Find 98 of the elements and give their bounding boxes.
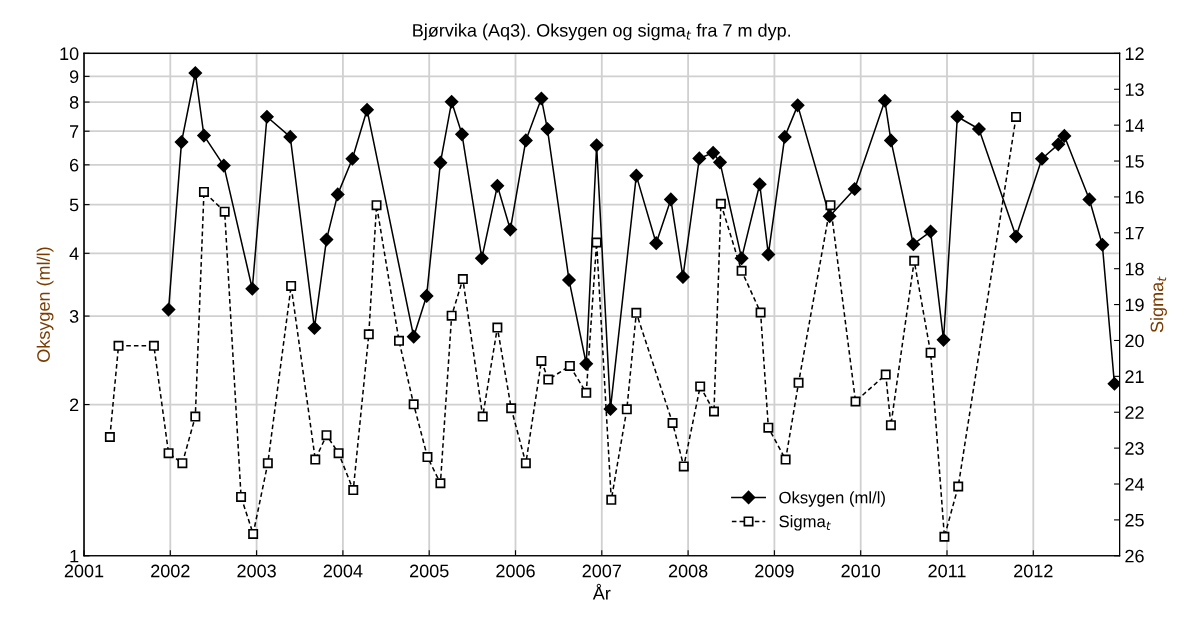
point (330, 187, 345, 202)
point (1095, 238, 1110, 252)
point (1082, 192, 1097, 207)
point (1057, 129, 1072, 143)
point (433, 155, 448, 170)
point (503, 222, 518, 237)
point (562, 273, 576, 287)
point (283, 130, 297, 144)
point (161, 302, 176, 317)
legend-label: Sigma$_{t}$ (779, 515, 831, 531)
point (753, 177, 767, 191)
x-tick-label: 2012 (1014, 564, 1053, 578)
point (455, 127, 469, 142)
point (419, 289, 434, 303)
point (676, 270, 690, 284)
point (884, 133, 898, 148)
point (406, 329, 421, 344)
y-tick-label: 7 (70, 125, 79, 138)
point (197, 128, 211, 143)
point (906, 237, 921, 251)
y2-tick-label: 26 (1125, 549, 1144, 563)
y2-tick-label: 21 (1125, 370, 1144, 383)
y-tick-label: 2 (70, 398, 79, 412)
point (734, 251, 749, 265)
point (475, 251, 489, 265)
y2-tick-label: 12 (1125, 47, 1144, 60)
point (319, 232, 334, 247)
y2-tick-label: 16 (1125, 190, 1144, 204)
point (1035, 152, 1049, 166)
y-tick-label: 3 (69, 310, 79, 323)
point (188, 66, 203, 80)
point (936, 333, 951, 347)
point (1009, 229, 1023, 244)
x-tick-label: 2009 (755, 564, 794, 578)
point (778, 130, 792, 144)
y-tick-label: 10 (60, 47, 79, 61)
point (1107, 377, 1120, 391)
point (579, 357, 593, 371)
point (950, 110, 965, 124)
y2-axis-title: Sigma$_{t}$ (1150, 276, 1167, 333)
point (649, 236, 663, 250)
x-tick-label: 2006 (496, 564, 535, 578)
point (589, 138, 604, 153)
point (217, 158, 231, 173)
x-tick-label: 2010 (841, 564, 881, 578)
y-axis-title: Oksygen (ml/l) (36, 247, 54, 362)
y2-tick-label: 13 (1125, 83, 1144, 96)
y-tick-label: 9 (69, 70, 79, 84)
point (923, 224, 938, 239)
y2-tick-label: 14 (1125, 119, 1145, 132)
y2-tick-label: 18 (1125, 262, 1144, 276)
point (692, 151, 707, 166)
point (713, 155, 727, 170)
y2-tick-label: 24 (1125, 477, 1145, 491)
point (174, 135, 189, 149)
point (260, 110, 274, 124)
point (307, 321, 322, 335)
point (761, 247, 776, 262)
point (1051, 137, 1066, 152)
y-tick-label: 4 (69, 247, 79, 260)
y2-tick-label: 17 (1125, 226, 1144, 240)
point (706, 146, 720, 160)
point (878, 93, 892, 108)
x-tick-label: 2011 (928, 564, 966, 578)
x-tick-label: 2008 (668, 564, 708, 578)
point (534, 91, 549, 106)
y-tick-label: 5 (69, 198, 79, 212)
y2-tick-label: 19 (1125, 298, 1144, 312)
y-tick-label: 6 (70, 158, 79, 172)
legend-label: Oksygen (ml/l) (779, 491, 885, 507)
x-axis-title: År (592, 583, 611, 600)
point (603, 402, 618, 416)
point (540, 122, 555, 136)
y2-tick-label: 22 (1125, 406, 1144, 419)
point (790, 98, 805, 113)
point (360, 103, 374, 117)
x-tick-label: 2007 (582, 564, 621, 578)
x-tick-label: 2003 (237, 564, 276, 578)
point (345, 152, 360, 166)
y2-tick-label: 25 (1125, 513, 1144, 527)
point (444, 95, 459, 109)
point (664, 192, 678, 207)
y-tick-label: 8 (69, 96, 79, 109)
point (629, 168, 644, 183)
x-tick-label: 2001 (64, 564, 104, 578)
point (519, 133, 533, 148)
y-tick-label: 1 (70, 549, 79, 563)
point (847, 182, 862, 196)
point (490, 179, 505, 193)
y2-tick-label: 15 (1125, 155, 1144, 168)
y2-tick-label: 20 (1125, 334, 1144, 348)
point (245, 282, 260, 296)
x-tick-label: 2005 (410, 564, 449, 578)
x-tick-label: 2002 (151, 564, 190, 578)
chart-title: Bjørvika (Aq3). Oksygen og sigma$_{t}$ fra 7 m dyp. (413, 23, 791, 41)
y2-tick-label: 23 (1125, 442, 1144, 455)
x-tick-label: 2004 (323, 564, 363, 578)
point (972, 122, 986, 136)
